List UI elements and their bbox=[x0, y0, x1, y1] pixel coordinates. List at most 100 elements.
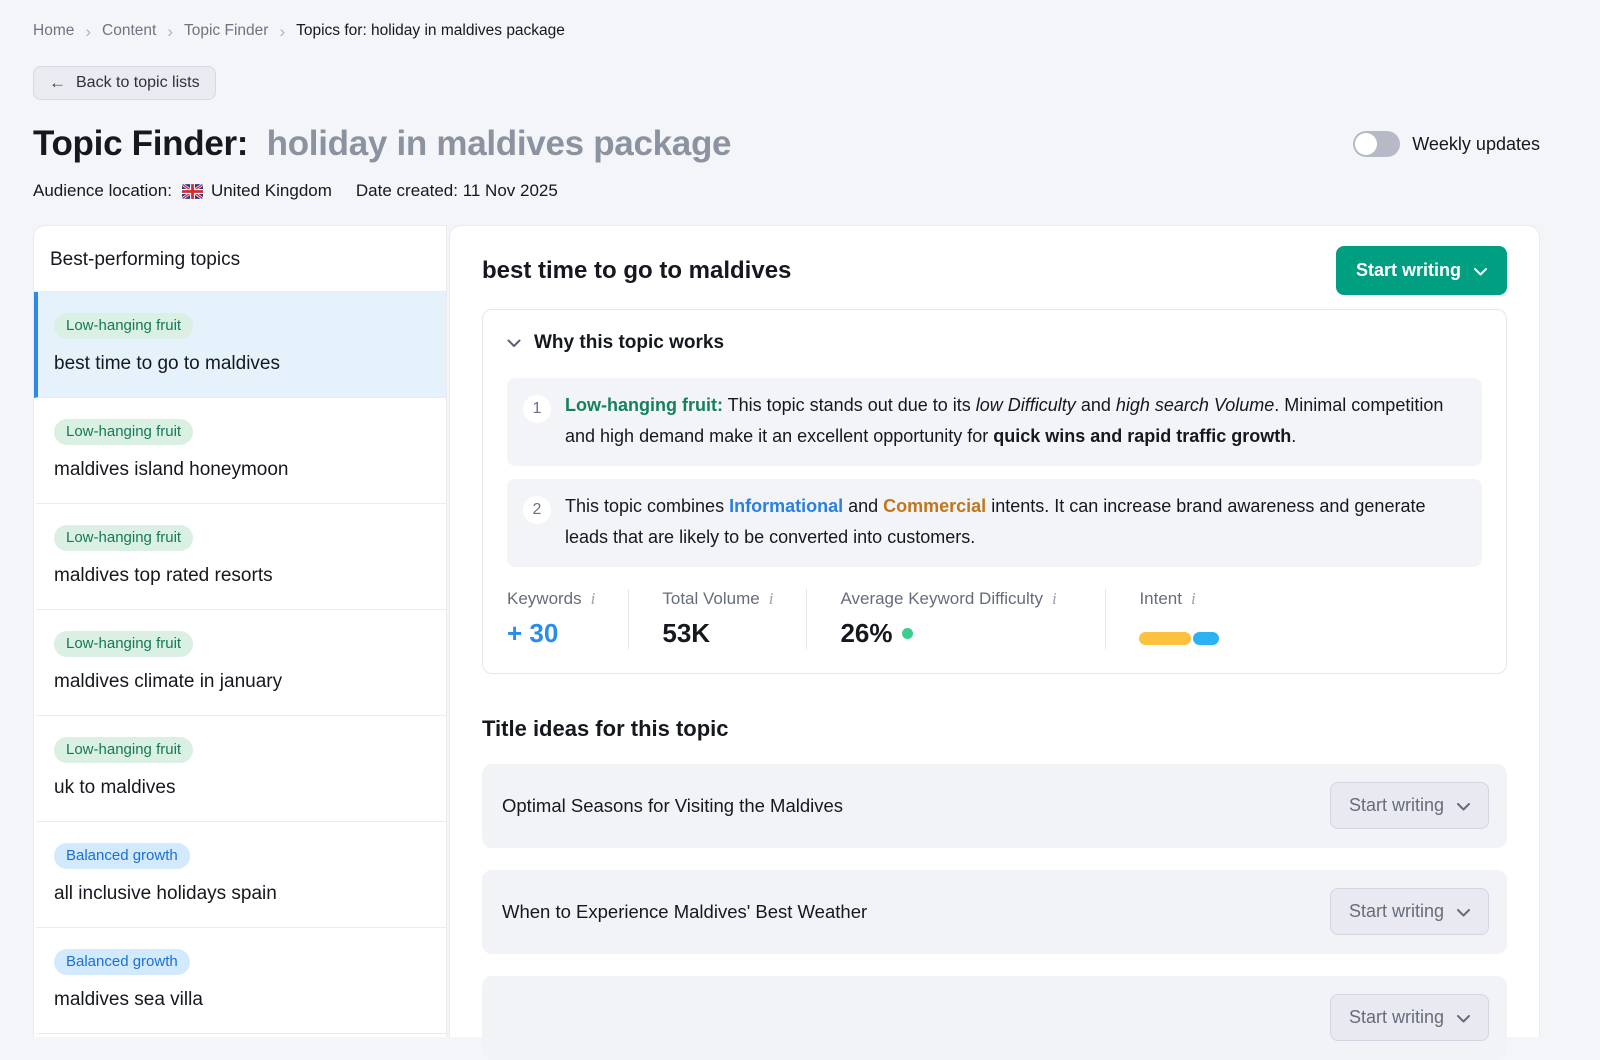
topic-detail-panel: best time to go to maldives Start writin… bbox=[449, 225, 1540, 1060]
start-writing-button[interactable]: Start writing bbox=[1335, 246, 1507, 295]
best-performing-topics-panel: Best-performing topics Low-hanging fruit… bbox=[33, 225, 447, 1037]
page-header: Topic Finder: holiday in maldives packag… bbox=[33, 124, 1540, 164]
point-number: 1 bbox=[523, 395, 551, 423]
topic-label: maldives top rated resorts bbox=[54, 565, 273, 586]
text-segment: intents. It can increase brand awareness… bbox=[565, 495, 1426, 547]
topic-label: all inclusive holidays spain bbox=[54, 883, 277, 904]
page-title: Topic Finder: holiday in maldives packag… bbox=[33, 124, 732, 164]
chevron-down-icon bbox=[1474, 260, 1487, 281]
date-created: Date created: 11 Nov 2025 bbox=[355, 181, 558, 200]
metric-intent: Intent i bbox=[1139, 588, 1220, 649]
text-segment: and bbox=[1075, 395, 1116, 415]
text-segment: quick wins and rapid traffic growth bbox=[993, 425, 1292, 446]
topic-label: maldives climate in january bbox=[54, 671, 283, 692]
breadcrumb-home[interactable]: Home bbox=[33, 22, 75, 39]
topic-metrics: Keywords i + 30 Total Volume i 53K Avera… bbox=[507, 588, 1482, 649]
topic-badge: Balanced growth bbox=[54, 843, 190, 869]
metric-value: 26% bbox=[840, 617, 893, 648]
metric-label: Keywords bbox=[507, 588, 582, 608]
sidebar-item-maldives-island-honeymoon[interactable]: Low-hanging fruit maldives island honeym… bbox=[34, 398, 446, 504]
weekly-updates-label: Weekly updates bbox=[1412, 133, 1540, 154]
topic-label: maldives sea villa bbox=[54, 989, 203, 1010]
chevron-right-icon: › bbox=[279, 21, 286, 41]
why-this-topic-works-card: Why this topic works 1 Low-hanging fruit… bbox=[482, 309, 1507, 674]
chevron-down-icon[interactable] bbox=[507, 332, 521, 354]
title-idea-card-1: Optimal Seasons for Visiting the Maldive… bbox=[482, 763, 1507, 848]
topic-detail-header: best time to go to maldives Start writin… bbox=[482, 246, 1507, 295]
why-card-header[interactable]: Why this topic works bbox=[507, 332, 1482, 354]
back-to-topic-lists-button[interactable]: ← Back to topic lists bbox=[33, 66, 216, 100]
topic-badge: Low-hanging fruit bbox=[54, 737, 194, 763]
text-segment: high search Volume bbox=[1115, 395, 1275, 415]
start-writing-label: Start writing bbox=[1348, 901, 1444, 922]
info-icon[interactable]: i bbox=[768, 589, 774, 609]
why-card-title: Why this topic works bbox=[534, 332, 725, 353]
metric-value: + 30 bbox=[507, 617, 559, 648]
sidebar-item-maldives-climate-in-january[interactable]: Low-hanging fruit maldives climate in ja… bbox=[34, 610, 446, 716]
audience-location-value: United Kingdom bbox=[210, 181, 332, 200]
sidebar-item-best-time-to-go-to-maldives[interactable]: Low-hanging fruit best time to go to mal… bbox=[34, 292, 446, 398]
text-segment: low Difficulty bbox=[975, 395, 1076, 415]
toggle-knob bbox=[1355, 133, 1378, 155]
start-writing-label: Start writing bbox=[1355, 260, 1461, 280]
why-point-2: 2 This topic combines Informational and … bbox=[507, 478, 1482, 567]
metric-label: Intent bbox=[1139, 588, 1182, 608]
topic-meta: Audience location: United Kingdom Date c… bbox=[33, 181, 1540, 201]
breadcrumb-current: Topics for: holiday in maldives package bbox=[296, 22, 565, 39]
topic-label: maldives island honeymoon bbox=[54, 459, 289, 480]
title-idea-card-3: Start writing bbox=[482, 975, 1507, 1060]
text-segment: Low-hanging fruit: bbox=[565, 395, 723, 415]
topic-badge: Low-hanging fruit bbox=[54, 419, 194, 445]
sidebar-item-all-inclusive-holidays-spain[interactable]: Balanced growth all inclusive holidays s… bbox=[34, 822, 446, 928]
audience-location-label: Audience location: bbox=[33, 181, 172, 200]
title-ideas-heading: Title ideas for this topic bbox=[482, 715, 729, 741]
start-writing-idea-button[interactable]: Start writing bbox=[1329, 994, 1489, 1042]
intent-bar bbox=[1139, 631, 1220, 645]
topic-label: uk to maldives bbox=[54, 777, 176, 798]
topic-badge: Balanced growth bbox=[54, 949, 190, 975]
topic-badge: Low-hanging fruit bbox=[54, 631, 194, 657]
page-title-topic: holiday in maldives package bbox=[266, 124, 732, 163]
metric-label: Average Keyword Difficulty bbox=[840, 588, 1043, 608]
point-text: Low-hanging fruit: This topic stands out… bbox=[565, 390, 1466, 452]
topic-badge: Low-hanging fruit bbox=[54, 525, 194, 551]
metric-value: 53K bbox=[662, 617, 711, 648]
start-writing-idea-button[interactable]: Start writing bbox=[1329, 888, 1489, 936]
point-number: 2 bbox=[523, 495, 551, 524]
breadcrumb-content[interactable]: Content bbox=[102, 22, 157, 39]
uk-flag-icon bbox=[181, 183, 203, 199]
start-writing-label: Start writing bbox=[1348, 1007, 1444, 1028]
arrow-left-icon: ← bbox=[49, 73, 66, 92]
info-icon[interactable]: i bbox=[1191, 589, 1196, 609]
why-point-1: 1 Low-hanging fruit: This topic stands o… bbox=[507, 378, 1482, 466]
title-idea-text: When to Experience Maldives' Best Weathe… bbox=[502, 900, 868, 922]
breadcrumb: Home › Content › Topic Finder › Topics f… bbox=[33, 0, 1540, 40]
topic-label: best time to go to maldives bbox=[54, 353, 280, 374]
start-writing-label: Start writing bbox=[1348, 795, 1444, 816]
sidebar-item-maldives-top-rated-resorts[interactable]: Low-hanging fruit maldives top rated res… bbox=[34, 504, 446, 610]
breadcrumb-topic-finder[interactable]: Topic Finder bbox=[184, 22, 269, 39]
metric-label: Total Volume bbox=[662, 588, 760, 608]
weekly-updates-toggle[interactable] bbox=[1353, 131, 1401, 157]
info-icon[interactable]: i bbox=[1051, 589, 1057, 609]
sidebar-item-uk-to-maldives[interactable]: Low-hanging fruit uk to maldives bbox=[34, 716, 446, 822]
text-segment: Commercial bbox=[883, 495, 987, 516]
info-icon[interactable]: i bbox=[590, 589, 596, 609]
difficulty-level-dot bbox=[901, 627, 913, 639]
chevron-down-icon bbox=[1457, 1007, 1470, 1028]
title-idea-card-2: When to Experience Maldives' Best Weathe… bbox=[482, 869, 1507, 954]
chevron-down-icon bbox=[1457, 795, 1470, 816]
sidebar-item-maldives-sea-villa[interactable]: Balanced growth maldives sea villa bbox=[34, 928, 446, 1034]
back-button-label: Back to topic lists bbox=[76, 74, 200, 91]
selected-topic-title: best time to go to maldives bbox=[482, 256, 792, 284]
content: Best-performing topics Low-hanging fruit… bbox=[33, 225, 1540, 1060]
title-idea-text: Optimal Seasons for Visiting the Maldive… bbox=[502, 794, 844, 816]
page-title-prefix: Topic Finder: bbox=[33, 124, 249, 163]
text-segment: . Minimal competition and high demand ma… bbox=[565, 395, 1444, 446]
intent-segment-commercial bbox=[1193, 631, 1220, 645]
metric-keyword-difficulty: Average Keyword Difficulty i 26% bbox=[840, 588, 1107, 649]
text-segment: This topic combines bbox=[565, 495, 730, 516]
start-writing-idea-button[interactable]: Start writing bbox=[1329, 782, 1489, 830]
chevron-right-icon: › bbox=[167, 21, 173, 41]
weekly-updates: Weekly updates bbox=[1353, 131, 1540, 157]
